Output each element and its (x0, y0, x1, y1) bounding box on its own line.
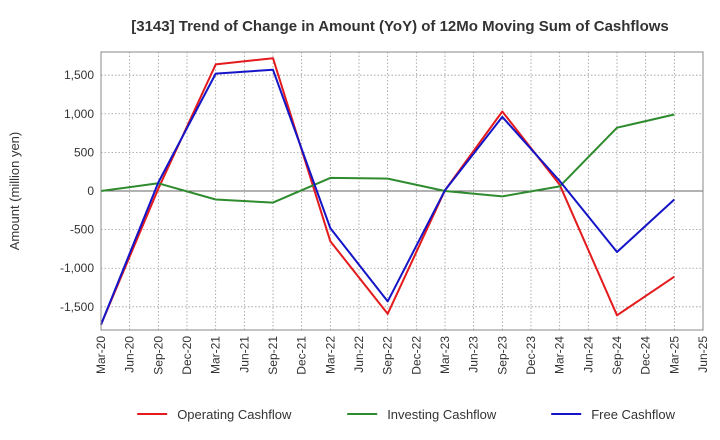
chart-container: [3143] Trend of Change in Amount (YoY) o… (0, 0, 720, 440)
x-axis-ticks: Mar-20 Jun-20 Sep-20 Dec-20 Mar-21 Jun-21 Sep-… (94, 336, 710, 375)
x-tick-label: Dec-24 (639, 336, 653, 375)
x-tick-label: Sep-23 (495, 336, 509, 375)
cashflow-line-chart: [3143] Trend of Change in Amount (YoY) o… (0, 0, 720, 440)
legend-label: Investing Cashflow (387, 407, 497, 422)
y-tick-label: -500 (70, 223, 94, 237)
legend-label: Operating Cashflow (177, 407, 292, 422)
x-tick-label: Mar-25 (667, 336, 681, 374)
x-tick-label: Mar-24 (553, 336, 567, 374)
legend-label: Free Cashflow (591, 407, 675, 422)
x-tick-label: Mar-22 (323, 336, 337, 374)
y-tick-label: -1,500 (60, 300, 94, 314)
x-tick-label: Mar-21 (209, 336, 223, 374)
legend: Operating Cashflow Investing Cashflow Free… (137, 407, 675, 422)
x-tick-label: Jun-25 (696, 336, 710, 373)
x-tick-label: Sep-24 (610, 336, 624, 375)
x-tick-label: Jun-24 (581, 336, 595, 373)
x-tick-label: Dec-21 (295, 336, 309, 375)
x-tick-label: Dec-22 (409, 336, 423, 375)
x-tick-label: Sep-22 (381, 336, 395, 375)
x-tick-label: Jun-23 (467, 336, 481, 373)
y-tick-label: 0 (87, 184, 94, 198)
x-tick-label: Dec-23 (524, 336, 538, 375)
x-tick-label: Sep-21 (266, 336, 280, 375)
y-tick-label: 500 (74, 145, 94, 159)
x-tick-label: Jun-20 (123, 336, 137, 373)
x-tick-label: Jun-22 (352, 336, 366, 373)
x-tick-label: Jun-21 (237, 336, 251, 373)
x-tick-label: Dec-20 (180, 336, 194, 375)
y-axis-label: Amount (million yen) (7, 132, 22, 251)
y-tick-label: 1,500 (64, 68, 94, 82)
x-tick-label: Mar-20 (94, 336, 108, 374)
chart-title: [3143] Trend of Change in Amount (YoY) o… (131, 18, 669, 35)
x-tick-label: Mar-23 (438, 336, 452, 374)
y-tick-label: 1,000 (64, 107, 94, 121)
x-tick-label: Sep-20 (151, 336, 165, 375)
y-tick-label: -1,000 (60, 261, 94, 275)
y-axis-ticks: 1,500 1,000 500 0 -500 -1,000 -1,500 (60, 68, 94, 314)
